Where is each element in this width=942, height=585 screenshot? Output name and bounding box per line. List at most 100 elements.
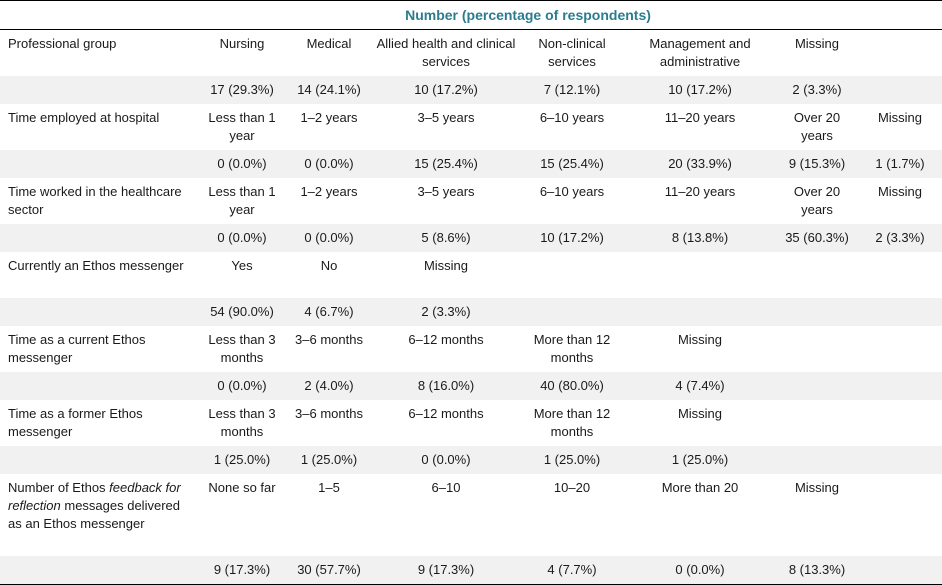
value-cell: 8 (13.3%) (776, 555, 858, 585)
option-cell: Missing (624, 399, 776, 446)
option-cell: 3–5 years (372, 103, 520, 150)
value-cell: 4 (7.7%) (520, 555, 624, 585)
row-label-italic: feedback for reflection (8, 479, 181, 513)
row-label-empty (0, 555, 198, 585)
row-label: Time employed at hospital (0, 103, 198, 150)
option-cell: 1–5 (286, 473, 372, 556)
value-cell: 14 (24.1%) (286, 75, 372, 104)
value-cell (858, 445, 942, 474)
option-cell: Missing (776, 29, 858, 76)
value-cell: 35 (60.3%) (776, 223, 858, 252)
value-cell: 1 (25.0%) (286, 445, 372, 474)
value-cell: 0 (0.0%) (286, 149, 372, 178)
option-cell (520, 251, 624, 298)
value-cell (520, 297, 624, 326)
row-label: Time as a former Ethos messenger (0, 399, 198, 446)
option-cell: 6–10 years (520, 103, 624, 150)
option-cell: More than 20 (624, 473, 776, 556)
value-cell: 10 (17.2%) (520, 223, 624, 252)
value-cell (858, 75, 942, 104)
value-cell: 2 (3.3%) (858, 223, 942, 252)
option-cell: 6–10 years (520, 177, 624, 224)
value-cell (858, 555, 942, 585)
value-cell: 54 (90.0%) (198, 297, 286, 326)
row-label-empty (0, 371, 198, 400)
option-cell (858, 29, 942, 76)
option-cell (776, 325, 858, 372)
row-label: Number of Ethos feedback for reflection … (0, 473, 198, 556)
value-cell: 9 (17.3%) (198, 555, 286, 585)
value-cell (776, 445, 858, 474)
option-cell: Less than 1 year (198, 103, 286, 150)
option-cell: Less than 3 months (198, 399, 286, 446)
value-cell: 0 (0.0%) (198, 223, 286, 252)
value-cell: 15 (25.4%) (372, 149, 520, 178)
value-cell: 4 (7.4%) (624, 371, 776, 400)
option-cell: Allied health and clinical services (372, 29, 520, 76)
option-cell: Missing (858, 103, 942, 150)
option-cell: 10–20 (520, 473, 624, 556)
value-cell: 8 (13.8%) (624, 223, 776, 252)
row-label-suffix: messages delivered as an Ethos messenger (8, 497, 180, 531)
row-label-empty (0, 445, 198, 474)
option-cell: 1–2 years (286, 177, 372, 224)
value-cell: 0 (0.0%) (372, 445, 520, 474)
option-cell: More than 12 months (520, 325, 624, 372)
option-cell: Yes (198, 251, 286, 298)
value-cell: 4 (6.7%) (286, 297, 372, 326)
value-cell: 9 (15.3%) (776, 149, 858, 178)
option-cell (624, 251, 776, 298)
value-cell: 20 (33.9%) (624, 149, 776, 178)
value-cell: 0 (0.0%) (198, 371, 286, 400)
row-label: Currently an Ethos messenger (0, 251, 198, 298)
option-cell: Over 20 years (776, 177, 858, 224)
option-cell: None so far (198, 473, 286, 556)
value-cell: 2 (4.0%) (286, 371, 372, 400)
row-label-empty (0, 223, 198, 252)
option-cell: 1–2 years (286, 103, 372, 150)
option-cell: Non-clinical services (520, 29, 624, 76)
value-cell: 9 (17.3%) (372, 555, 520, 585)
option-cell: 3–6 months (286, 325, 372, 372)
value-cell: 30 (57.7%) (286, 555, 372, 585)
option-cell: 11–20 years (624, 103, 776, 150)
value-cell: 15 (25.4%) (520, 149, 624, 178)
option-cell (776, 399, 858, 446)
value-cell: 10 (17.2%) (372, 75, 520, 104)
option-cell: No (286, 251, 372, 298)
value-cell (858, 297, 942, 326)
row-label-empty (0, 297, 198, 326)
row-label: Professional group (0, 29, 198, 76)
option-cell: 11–20 years (624, 177, 776, 224)
value-cell: 8 (16.0%) (372, 371, 520, 400)
option-cell: 3–5 years (372, 177, 520, 224)
option-cell: Missing (776, 473, 858, 556)
option-cell: 6–10 (372, 473, 520, 556)
option-cell: 6–12 months (372, 325, 520, 372)
value-cell: 10 (17.2%) (624, 75, 776, 104)
value-cell: 2 (3.3%) (372, 297, 520, 326)
value-cell: 5 (8.6%) (372, 223, 520, 252)
option-cell (858, 399, 942, 446)
option-cell: Missing (624, 325, 776, 372)
value-cell: 1 (25.0%) (198, 445, 286, 474)
row-label-prefix: Number of Ethos (8, 479, 110, 495)
row-label: Time worked in the healthcare sector (0, 177, 198, 224)
option-cell: More than 12 months (520, 399, 624, 446)
option-cell: Less than 3 months (198, 325, 286, 372)
value-cell: 0 (0.0%) (198, 149, 286, 178)
value-cell: 1 (25.0%) (624, 445, 776, 474)
header-spacer (858, 1, 942, 30)
value-cell (624, 297, 776, 326)
value-cell: 40 (80.0%) (520, 371, 624, 400)
option-cell: Less than 1 year (198, 177, 286, 224)
row-label-empty (0, 149, 198, 178)
value-cell: 1 (1.7%) (858, 149, 942, 178)
value-cell (776, 371, 858, 400)
value-cell: 2 (3.3%) (776, 75, 858, 104)
value-cell: 7 (12.1%) (520, 75, 624, 104)
option-cell: Over 20 years (776, 103, 858, 150)
value-cell: 0 (0.0%) (286, 223, 372, 252)
value-cell: 0 (0.0%) (624, 555, 776, 585)
